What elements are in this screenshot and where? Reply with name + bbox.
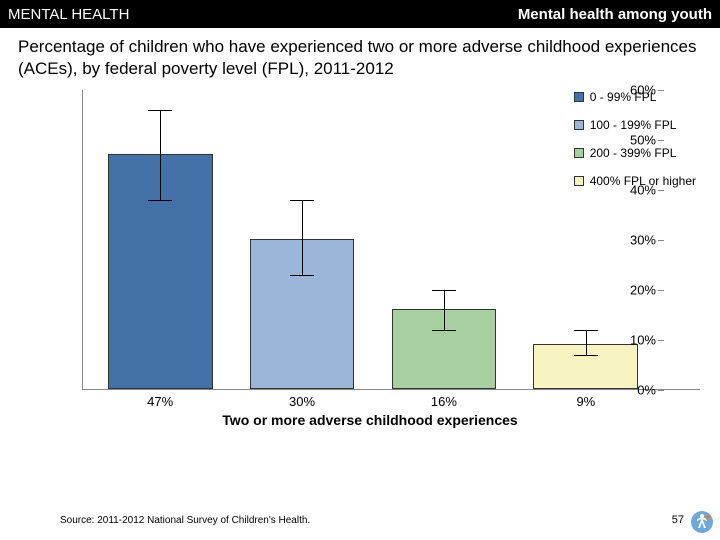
legend-swatch <box>574 148 584 158</box>
y-tick-label: 0% <box>637 383 656 398</box>
page-number: 57 <box>672 514 684 526</box>
bar-value-label: 16% <box>431 394 457 409</box>
y-tick-label: 40% <box>630 183 656 198</box>
error-cap <box>432 330 456 331</box>
y-tick <box>658 190 664 191</box>
y-tick-label: 20% <box>630 283 656 298</box>
y-tick-label: 10% <box>630 333 656 348</box>
chart-container: 47%30%16%9% 0 - 99% FPL100 - 199% FPL200… <box>40 90 700 430</box>
error-cap <box>148 110 172 111</box>
y-tick-label: 50% <box>630 133 656 148</box>
error-cap <box>574 355 598 356</box>
error-bar <box>302 200 303 275</box>
legend-swatch <box>574 92 584 102</box>
error-cap <box>290 200 314 201</box>
y-tick <box>658 290 664 291</box>
header-title: Mental health among youth <box>518 6 712 23</box>
y-tick-label: 60% <box>630 83 656 98</box>
y-tick <box>658 340 664 341</box>
x-axis-title: Two or more adverse childhood experience… <box>40 412 700 428</box>
header-section: MENTAL HEALTH <box>8 6 129 23</box>
error-cap <box>574 330 598 331</box>
error-cap <box>148 200 172 201</box>
error-bar <box>444 290 445 330</box>
y-tick <box>658 390 664 391</box>
source-text: Source: 2011-2012 National Survey of Chi… <box>60 515 310 526</box>
error-cap <box>432 290 456 291</box>
error-cap <box>290 275 314 276</box>
legend-label: 200 - 399% FPL <box>590 146 677 160</box>
y-tick <box>658 90 664 91</box>
y-tick-label: 30% <box>630 233 656 248</box>
y-tick <box>658 240 664 241</box>
legend-item: 100 - 199% FPL <box>574 118 696 132</box>
bar-value-label: 30% <box>289 394 315 409</box>
legend-label: 100 - 199% FPL <box>590 118 677 132</box>
y-tick <box>658 140 664 141</box>
bar-value-label: 47% <box>147 394 173 409</box>
legend-swatch <box>574 176 584 186</box>
legend-swatch <box>574 120 584 130</box>
legend-item: 200 - 399% FPL <box>574 146 696 160</box>
chart-subtitle: Percentage of children who have experien… <box>0 28 720 84</box>
error-bar <box>586 330 587 355</box>
logo-icon <box>690 510 714 534</box>
bar-value-label: 9% <box>576 394 595 409</box>
header-bar: MENTAL HEALTH Mental health among youth <box>0 0 720 28</box>
error-bar <box>160 110 161 200</box>
